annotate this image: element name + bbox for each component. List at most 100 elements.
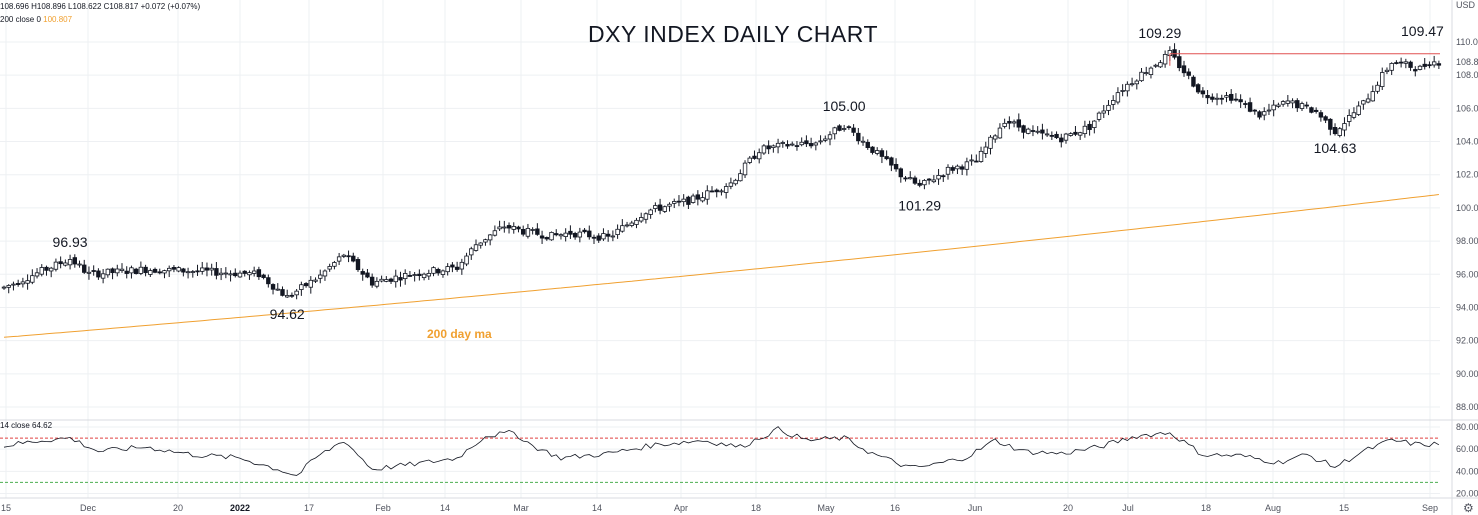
candle-body <box>1016 119 1021 128</box>
candle-body <box>761 145 767 154</box>
candle-body <box>643 213 649 220</box>
candle-body <box>360 271 365 275</box>
candle-body <box>72 257 77 265</box>
candle-body <box>605 233 611 237</box>
ma-label: 200 day ma <box>427 327 492 341</box>
price-tick-label: 88.000 <box>1456 402 1478 412</box>
candle-body <box>30 275 35 283</box>
candle-body <box>67 259 73 266</box>
candle-body <box>1120 90 1125 92</box>
candle-body <box>615 228 620 235</box>
labels: DXY INDEX DAILY CHART 96.93 94.62 105.00 101… <box>53 21 1445 341</box>
candle-body <box>1162 54 1168 65</box>
candle-body <box>785 144 790 147</box>
price-annotation: 104.63 <box>1314 140 1357 156</box>
candle-body <box>879 150 885 157</box>
candle-body <box>1309 107 1314 113</box>
candle-body <box>719 190 724 193</box>
candle-body <box>681 198 686 203</box>
candle-body <box>454 266 460 270</box>
ma-legend: 200 close 0 100.807 <box>0 15 72 24</box>
candle-body <box>634 219 639 225</box>
candle-body <box>1342 123 1347 131</box>
candle-body <box>327 266 332 270</box>
candle-body <box>1408 61 1413 68</box>
candle-body <box>959 166 965 170</box>
candle-body <box>133 268 139 274</box>
candle-body <box>459 261 465 270</box>
candle-body <box>1276 104 1281 107</box>
candle-body <box>549 231 554 241</box>
candle-body <box>535 228 540 235</box>
candle-body <box>667 203 672 207</box>
price-annotation: 101.29 <box>898 198 941 214</box>
candle-body <box>530 229 535 231</box>
date-tick-label: Jun <box>968 503 983 513</box>
candle-body <box>1101 110 1106 114</box>
candle-body <box>473 244 479 251</box>
candle-body <box>1191 76 1196 87</box>
candle-body <box>945 166 951 175</box>
price-annotation: 105.00 <box>823 98 866 114</box>
candle-body <box>351 255 356 262</box>
candle-body <box>115 268 120 274</box>
price-tick-label: 108.000 <box>1456 70 1478 80</box>
candle-body <box>1106 104 1111 111</box>
candle-body <box>86 271 92 274</box>
candle-body <box>657 204 663 211</box>
candle-body <box>964 161 970 170</box>
candle-body <box>912 177 918 184</box>
candle-body <box>1436 63 1442 66</box>
last-price-label: 108.8 <box>1456 57 1478 67</box>
candle-body <box>412 274 417 276</box>
candle-body <box>176 267 181 272</box>
candle-body <box>195 270 200 273</box>
candle-body <box>242 270 247 274</box>
candle-body <box>1351 112 1357 118</box>
candle-body <box>1389 63 1394 71</box>
candle-body <box>1096 112 1102 120</box>
candle-body <box>261 274 266 278</box>
candle-body <box>355 259 361 271</box>
candle-body <box>247 272 252 276</box>
candle-body <box>516 226 521 230</box>
candle-body <box>289 294 295 297</box>
candle-body <box>709 190 715 193</box>
grid <box>0 0 1440 498</box>
candle-body <box>417 273 422 277</box>
date-tick-label: 14 <box>592 503 602 513</box>
candle-body <box>1205 94 1210 99</box>
candle-body <box>294 290 299 296</box>
date-tick-label: 18 <box>1201 503 1211 513</box>
gear-icon[interactable]: ⚙ <box>1463 501 1474 515</box>
candle-body <box>577 231 583 238</box>
rsi-line <box>3 426 1440 476</box>
candle-body <box>313 279 318 282</box>
candle-body <box>808 143 814 147</box>
candle-body <box>1356 105 1361 115</box>
candle-body <box>124 270 129 274</box>
candle-body <box>893 163 899 170</box>
candle-body <box>1214 97 1220 100</box>
candle-body <box>771 145 776 148</box>
candle-body <box>502 226 507 229</box>
candle-body <box>832 127 837 135</box>
candle-body <box>1030 130 1036 132</box>
candle-body <box>601 233 606 240</box>
candle-body <box>978 150 984 162</box>
candle-body <box>280 289 285 296</box>
candle-body <box>256 269 262 278</box>
candle-body <box>157 271 162 274</box>
candle-body <box>1111 100 1116 105</box>
candle-body <box>332 262 337 267</box>
price-tick-label: 98.000 <box>1456 236 1478 246</box>
candle-body <box>1158 62 1163 68</box>
candle-body <box>1181 65 1187 74</box>
candle-body <box>629 222 634 226</box>
candle-body <box>780 142 785 144</box>
candle-body <box>525 227 531 237</box>
candle-body <box>299 284 304 290</box>
candle-body <box>610 235 616 238</box>
candle-body <box>1077 132 1083 136</box>
candle-body <box>582 229 587 233</box>
